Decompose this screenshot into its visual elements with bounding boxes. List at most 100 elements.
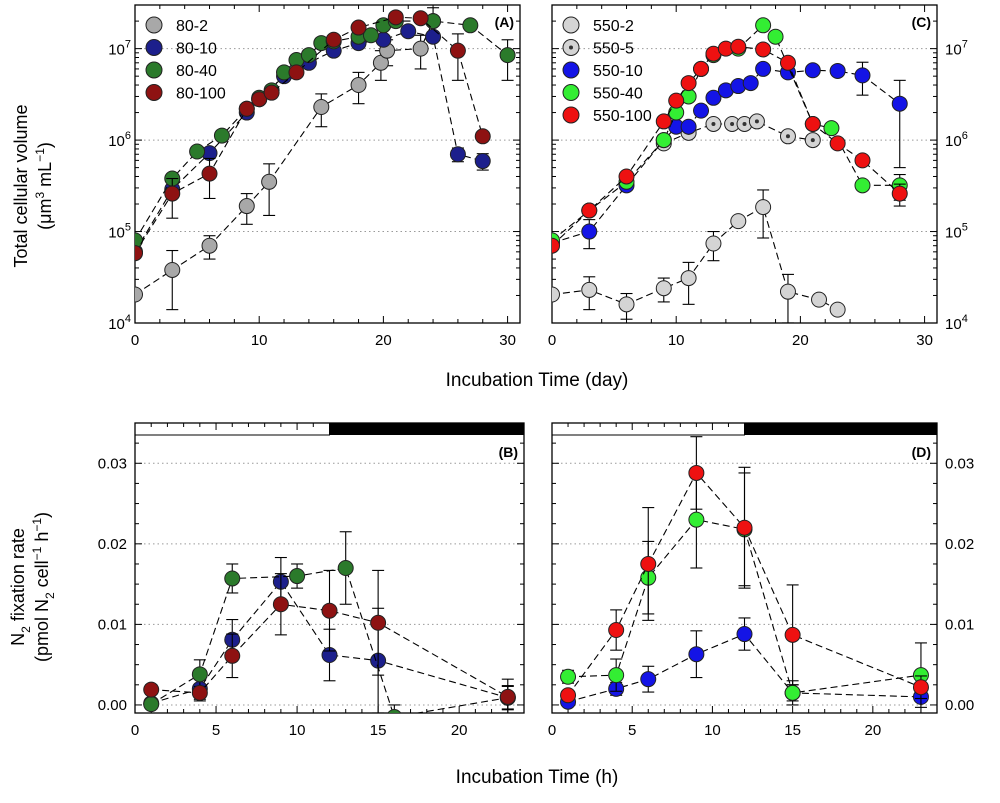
y-tick-label: 106: [108, 130, 131, 150]
legend-label: 80-100: [176, 86, 226, 103]
data-point-80-100: [238, 100, 255, 117]
legend-label: 80-10: [176, 41, 217, 58]
data-point-80-100: [263, 84, 280, 101]
legend-marker: [145, 16, 163, 34]
y-tick-label: 104: [945, 313, 968, 333]
data-point-550-2: [755, 199, 772, 216]
data-point-550-2: [552, 286, 560, 303]
data-point-550-100: [560, 687, 577, 704]
data-point-550-10: [742, 75, 759, 92]
data-point-550-2: [705, 235, 722, 252]
data-point-550-100: [730, 38, 747, 55]
data-point-80-2: [261, 173, 278, 190]
data-point-550-40: [823, 120, 840, 137]
data-point-80-100: [272, 596, 289, 613]
y-tick-label: 107: [108, 39, 131, 59]
data-point-80-40: [213, 127, 230, 144]
y-tick-label: 0.03: [98, 455, 127, 472]
data-point-80-2: [350, 77, 367, 94]
panel-label: (D): [912, 444, 931, 460]
legend-label: 550-5: [593, 41, 634, 58]
y-axis-title-top-line1: Total cellular volume: [11, 104, 31, 267]
data-point-550-10: [581, 223, 598, 240]
legend-label: 80-40: [176, 63, 217, 80]
y-tick-label: 104: [108, 313, 131, 333]
series-line-550-40: [552, 24, 900, 241]
data-point-550-100: [608, 622, 625, 639]
x-tick-label: 20: [792, 332, 809, 349]
data-point-80-100: [288, 64, 305, 81]
data-point-550-40: [608, 667, 625, 684]
panel-c: 0 10 20 30 104 105 106 107 (C) 550-2 550-5 550-10 55…: [548, 4, 968, 349]
data-point-550-40: [655, 132, 672, 149]
data-point-550-40: [755, 17, 772, 34]
x-axis-title-bottom: Incubation Time (h): [456, 767, 619, 788]
data-point-550-100: [891, 185, 908, 202]
data-point-80-40: [362, 27, 379, 44]
data-point-550-100: [854, 152, 871, 169]
panel-b: 0 5 10 15 20 0.00 0.01 0.02 0.03 (B): [98, 422, 525, 739]
data-point-80-100: [412, 10, 429, 27]
plot-frame: [551, 4, 938, 324]
x-tick-label: 30: [499, 332, 516, 349]
data-point-80-100: [251, 91, 268, 108]
x-tick-label: 0: [548, 722, 556, 739]
data-point-550-10: [829, 62, 846, 79]
plot-area: [135, 7, 516, 311]
x-tick-label: 5: [212, 722, 220, 739]
data-point-dot: [730, 121, 735, 126]
x-tick-label: 10: [251, 332, 268, 349]
data-point-550-100: [912, 679, 929, 696]
data-point-80-100: [224, 647, 241, 664]
y-tick-label: 105: [945, 222, 968, 242]
x-axis-title-top: Incubation Time (day): [446, 370, 629, 391]
data-point-80-40: [387, 709, 402, 713]
data-point-550-100: [581, 202, 598, 219]
data-point-550-40: [854, 177, 871, 194]
panel-label: (A): [495, 14, 514, 30]
data-point-80-2: [164, 261, 181, 278]
data-point-80-40: [499, 47, 516, 64]
data-point-550-2: [655, 280, 672, 297]
y-tick-label: 106: [945, 130, 968, 150]
data-point-80-100: [387, 9, 404, 26]
panel-a: 0 10 20 30 104 105 106 107 (A) 80-2 80-10 80-40 80-1…: [108, 4, 521, 349]
data-point-550-10: [693, 102, 710, 119]
x-tick-label: 0: [131, 722, 139, 739]
y-tick-label: 0.02: [945, 536, 974, 553]
y-tick-label: 107: [945, 39, 968, 59]
data-point-550-10: [804, 62, 821, 79]
data-point-550-100: [618, 168, 635, 185]
x-tick-label: 30: [916, 332, 933, 349]
plot-area: [552, 17, 908, 323]
data-point-550-40: [560, 668, 577, 685]
data-point-550-100: [655, 113, 672, 130]
data-point-dot: [742, 121, 747, 126]
x-tick-label: 20: [451, 722, 468, 739]
series-line-550-10: [552, 68, 901, 244]
legend-label: 80-2: [176, 18, 208, 35]
legend-label: 550-10: [593, 63, 643, 80]
data-point-80-40: [462, 17, 479, 34]
data-point-550-10: [640, 671, 657, 688]
legend-marker: [562, 84, 580, 101]
data-point-550-10: [755, 60, 772, 77]
legend-label: 550-2: [593, 18, 634, 35]
data-point-80-100: [201, 165, 218, 182]
data-point-550-2: [680, 270, 697, 287]
legend-marker: [145, 61, 163, 79]
data-point-80-100: [325, 31, 342, 48]
data-point-550-100: [804, 115, 821, 132]
x-tick-label: 0: [548, 332, 556, 349]
legend-marker: [562, 106, 580, 124]
data-point-80-40: [224, 570, 241, 587]
data-point-550-10: [680, 118, 697, 135]
x-tick-label: 20: [864, 722, 881, 739]
data-point-550-10: [736, 626, 753, 643]
y-axis-title-top-line2: (μm3 mL−1): [33, 142, 55, 230]
y-tick-label: 0.01: [945, 616, 974, 633]
data-point-550-100: [736, 519, 753, 536]
data-point-550-2: [730, 213, 747, 230]
data-point-550-100: [552, 237, 560, 254]
